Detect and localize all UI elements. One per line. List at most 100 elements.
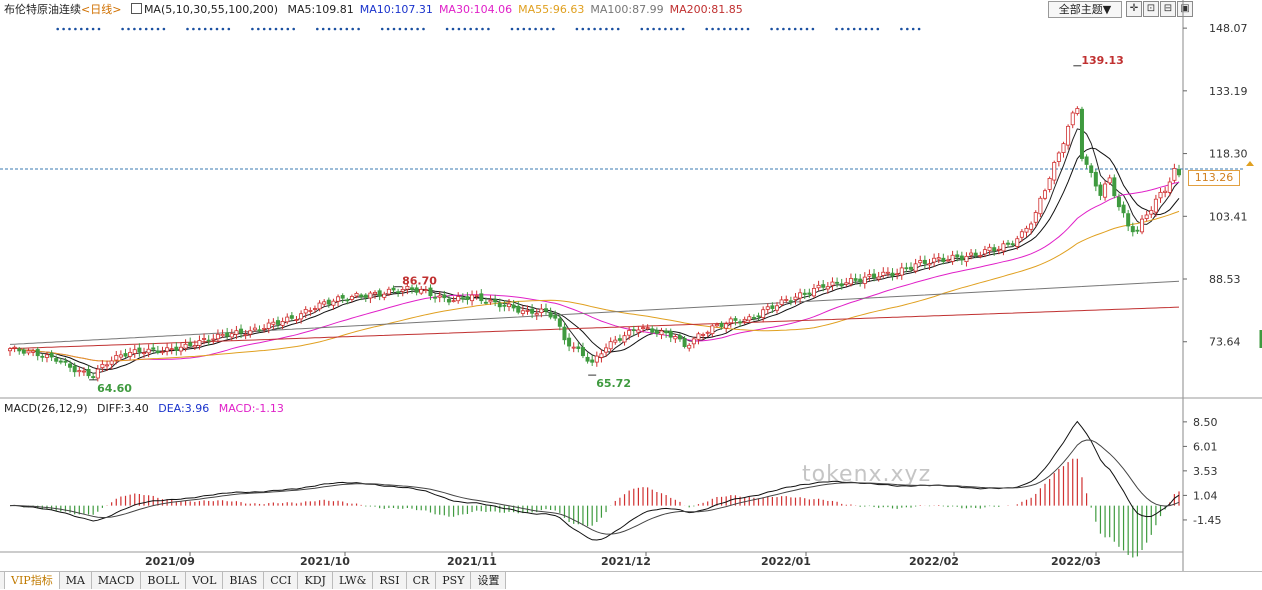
signal-dot: [333, 27, 337, 31]
candle-body: [326, 299, 331, 305]
candle-body: [1015, 238, 1020, 247]
ma-value-5: MA200:81.85: [669, 3, 743, 16]
tab-0[interactable]: VIP指标: [5, 572, 60, 589]
candle-body: [590, 359, 595, 363]
candle-body: [105, 364, 110, 367]
annotation-low: 65.72: [596, 377, 631, 390]
tab-10[interactable]: CR: [406, 572, 437, 589]
macd-tick-label: 1.04: [1193, 489, 1218, 502]
signal-dot: [717, 27, 720, 31]
signal-dot: [198, 27, 201, 31]
tab-12[interactable]: 设置: [471, 572, 507, 589]
crosshair-icon[interactable]: ✛: [1126, 1, 1142, 17]
tab-4[interactable]: VOL: [186, 572, 224, 589]
signal-dot: [357, 27, 360, 31]
signal-dot: [251, 27, 254, 31]
tab-11[interactable]: PSY: [436, 572, 472, 589]
candle-body: [460, 297, 465, 300]
candle-body: [627, 330, 632, 336]
candle-body: [525, 310, 530, 312]
tab-1[interactable]: MA: [59, 572, 92, 589]
signal-dot: [416, 27, 419, 31]
scroll-icon[interactable]: ▣: [1177, 1, 1193, 17]
candle-body: [266, 322, 271, 329]
candle-body: [899, 267, 904, 276]
candle-body: [835, 281, 840, 284]
price-tick-label: 118.30: [1209, 148, 1248, 161]
candle-body: [507, 303, 512, 308]
candle-body: [391, 287, 396, 291]
candle-body: [802, 292, 807, 295]
candle-body: [969, 252, 974, 256]
tab-9[interactable]: RSI: [373, 572, 407, 589]
tab-2[interactable]: MACD: [91, 572, 142, 589]
candle-body: [128, 351, 133, 357]
candle-body: [728, 318, 733, 324]
candle-body: [724, 323, 729, 329]
candle-body: [571, 346, 576, 349]
signal-dot: [611, 27, 614, 31]
candle-body: [497, 303, 502, 308]
signal-dot: [422, 27, 425, 31]
candle-body: [608, 341, 613, 350]
candle-body: [659, 330, 664, 335]
zoom-out-icon[interactable]: ⊟: [1160, 1, 1176, 17]
signal-dot: [457, 27, 461, 31]
period-label[interactable]: <日线>: [81, 3, 122, 16]
candle-body: [446, 298, 451, 303]
signal-dot: [97, 27, 101, 31]
tab-3[interactable]: BOLL: [141, 572, 187, 589]
candle-body: [557, 318, 562, 327]
macd-header: MACD(26,12,9) DIFF:3.40 DEA:3.96 MACD:-1…: [4, 402, 290, 415]
candle-body: [151, 347, 156, 350]
candle-body: [1084, 156, 1089, 165]
macd-tick-label: 8.50: [1193, 416, 1218, 429]
signal-dot: [705, 27, 708, 31]
candle-body: [890, 272, 895, 277]
candle-body: [456, 296, 461, 302]
candle-body: [215, 333, 220, 340]
signal-dot: [776, 27, 779, 31]
signal-dot: [528, 27, 531, 31]
candle-body: [373, 291, 378, 295]
signal-dot: [398, 27, 402, 31]
theme-dropdown[interactable]: 全部主题▼: [1048, 1, 1122, 18]
candle-body: [1093, 171, 1098, 187]
signal-dot: [605, 27, 608, 31]
signal-dot: [534, 27, 537, 31]
signal-dot: [917, 27, 921, 31]
candle-body: [1089, 165, 1094, 173]
candle-body: [368, 292, 373, 299]
tab-7[interactable]: KDJ: [298, 572, 333, 589]
candle-body: [631, 329, 636, 332]
tab-6[interactable]: CCI: [264, 572, 299, 589]
signal-dot: [740, 27, 744, 31]
signal-dot: [734, 27, 738, 31]
signal-dot: [788, 27, 791, 31]
candle-body: [192, 345, 197, 348]
tab-8[interactable]: LW&: [332, 572, 374, 589]
candle-body: [77, 370, 82, 373]
candle-body: [1153, 198, 1158, 213]
candle-body: [775, 305, 780, 311]
candle-body: [483, 301, 488, 304]
candle-body: [1024, 227, 1029, 233]
zoom-in-icon[interactable]: ⊡: [1143, 1, 1159, 17]
signal-dot: [852, 27, 856, 31]
candle-body: [1079, 108, 1084, 159]
indicator-tabs: VIP指标 MA MACD BOLL VOL BIAS CCI KDJ LW& RSI CR PSY 设…: [0, 572, 507, 589]
candle-body: [132, 349, 137, 354]
candle-body: [118, 354, 123, 358]
candle-body: [493, 299, 498, 303]
candle-body: [543, 308, 548, 312]
candle-body: [239, 328, 244, 334]
candle-body: [1098, 184, 1103, 196]
candle-body: [1052, 162, 1057, 181]
signal-dot: [215, 27, 219, 31]
candle-body: [858, 278, 863, 283]
tab-5[interactable]: BIAS: [223, 572, 265, 589]
signal-dot: [469, 27, 473, 31]
candle-body: [705, 331, 710, 334]
candle-body: [289, 315, 294, 319]
